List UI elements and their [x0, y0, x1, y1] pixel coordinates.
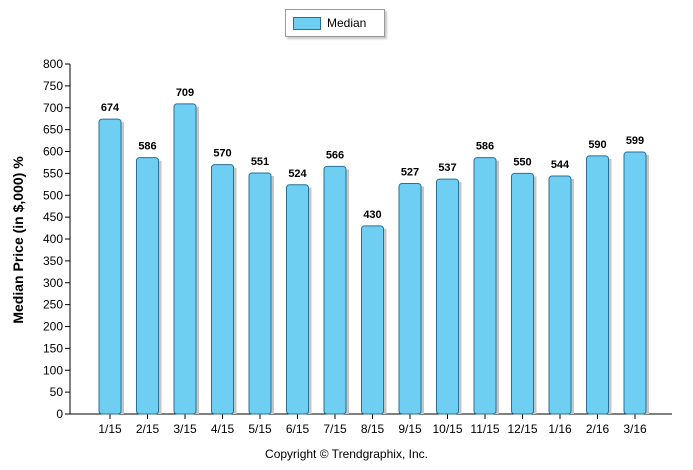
x-tick-label: 8/15 — [361, 422, 385, 436]
bar — [136, 157, 159, 415]
x-tick-label: 2/16 — [586, 422, 610, 436]
y-tick-label: 450 — [43, 210, 63, 224]
y-tick-label: 150 — [43, 341, 63, 355]
y-axis-title: Median Price (in $,000) % — [10, 156, 26, 324]
x-tick-label: 6/15 — [286, 422, 310, 436]
y-tick-label: 50 — [50, 385, 64, 399]
data-label: 550 — [513, 156, 531, 168]
y-tick-label: 750 — [43, 79, 63, 93]
data-label: 537 — [438, 162, 456, 174]
bar — [98, 118, 122, 415]
bar — [511, 172, 534, 415]
data-label: 551 — [251, 156, 269, 168]
x-tick-label: 11/15 — [470, 422, 499, 436]
data-label: 586 — [476, 141, 494, 153]
y-tick-label: 800 — [43, 57, 63, 71]
bar — [398, 182, 422, 415]
data-label: 599 — [626, 135, 644, 147]
data-label: 544 — [551, 159, 570, 171]
data-label: 566 — [326, 149, 344, 161]
data-label: 709 — [176, 87, 194, 99]
bar — [361, 225, 384, 415]
y-tick-label: 350 — [43, 254, 63, 268]
y-tick-label: 600 — [43, 145, 63, 159]
data-label: 586 — [138, 141, 156, 153]
x-tick-label: 7/15 — [323, 422, 347, 436]
x-tick-label: 2/15 — [136, 422, 160, 436]
x-tick-label: 1/16 — [548, 422, 572, 436]
bar — [436, 178, 459, 415]
data-label: 674 — [101, 102, 120, 114]
x-tick-label: 9/15 — [398, 422, 422, 436]
bar — [473, 157, 497, 415]
bar — [586, 155, 609, 415]
legend-swatch-median — [293, 16, 321, 30]
data-label: 430 — [363, 209, 381, 221]
data-label: 527 — [401, 166, 419, 178]
y-tick-label: 650 — [43, 123, 63, 137]
data-label: 590 — [588, 139, 606, 151]
x-tick-label: 3/15 — [173, 422, 197, 436]
data-label: 570 — [213, 148, 231, 160]
bar — [286, 184, 309, 415]
data-label: 524 — [288, 168, 307, 180]
legend: Median — [285, 9, 385, 37]
y-tick-label: 200 — [43, 320, 63, 334]
bar — [623, 151, 647, 415]
y-tick-label: 400 — [43, 232, 63, 246]
x-tick-label: 1/15 — [98, 422, 122, 436]
x-tick-label: 10/15 — [432, 422, 462, 436]
copyright-text: Copyright © Trendgraphix, Inc. — [265, 447, 428, 461]
x-tick-label: 12/15 — [507, 422, 537, 436]
bar — [173, 103, 197, 415]
y-tick-label: 550 — [43, 166, 63, 180]
bar — [248, 172, 272, 415]
x-tick-label: 3/16 — [623, 422, 647, 436]
bar — [323, 165, 347, 415]
y-tick-label: 300 — [43, 276, 63, 290]
y-tick-label: 500 — [43, 188, 63, 202]
y-tick-label: 100 — [43, 363, 63, 377]
y-tick-label: 250 — [43, 298, 63, 312]
x-tick-label: 4/15 — [211, 422, 235, 436]
x-tick-label: 5/15 — [248, 422, 272, 436]
bar — [211, 164, 234, 415]
y-tick-label: 700 — [43, 101, 63, 115]
y-tick-label: 0 — [56, 407, 63, 421]
legend-label-median: Median — [327, 16, 367, 30]
bar — [548, 175, 572, 415]
